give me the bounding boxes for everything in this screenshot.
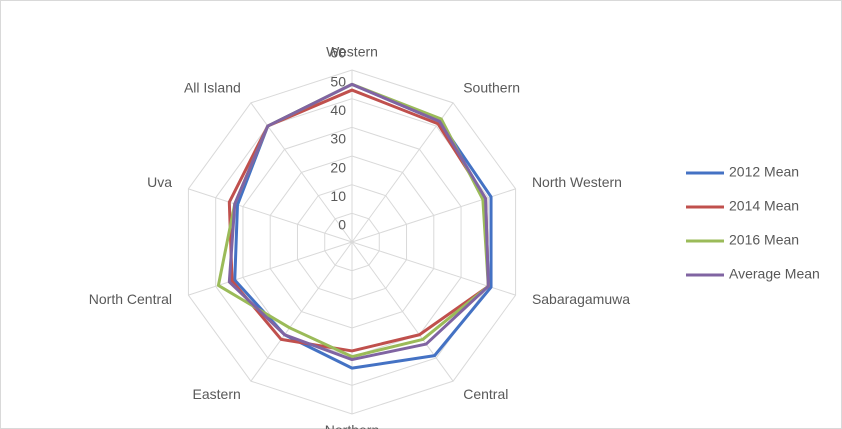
- legend-label: Average Mean: [729, 266, 820, 282]
- legend-label: 2012 Mean: [729, 164, 799, 180]
- spoke: [351, 102, 454, 243]
- r-tick-label: 20: [330, 159, 346, 175]
- axis-category-label: Uva: [147, 174, 172, 190]
- spoke: [188, 188, 353, 243]
- series-line: [233, 82, 493, 370]
- legend-label: 2016 Mean: [729, 232, 799, 248]
- r-tick-label: 40: [330, 102, 346, 118]
- spoke: [351, 241, 454, 382]
- axis-category-label: Sabaragamuwa: [532, 291, 630, 307]
- r-tick-label: 60: [330, 45, 346, 61]
- axis-category-label: Central: [463, 386, 508, 402]
- axis-category-label: Northern: [325, 422, 379, 429]
- spoke: [351, 188, 516, 243]
- axis-category-label: North Western: [532, 174, 622, 190]
- r-tick-label: 50: [330, 73, 346, 89]
- spoke: [188, 241, 353, 296]
- axis-category-label: All Island: [184, 80, 241, 96]
- series-line: [227, 82, 490, 362]
- r-tick-label: 30: [330, 131, 346, 147]
- r-tick-label: 10: [330, 188, 346, 204]
- axis-category-label: Southern: [463, 80, 520, 96]
- r-tick-label: 0: [338, 217, 346, 233]
- spoke: [250, 241, 353, 382]
- legend-label: 2014 Mean: [729, 198, 799, 214]
- axis-category-label: Western: [326, 44, 378, 60]
- axis-category-label: Eastern: [193, 386, 241, 402]
- axis-category-label: North Central: [89, 291, 172, 307]
